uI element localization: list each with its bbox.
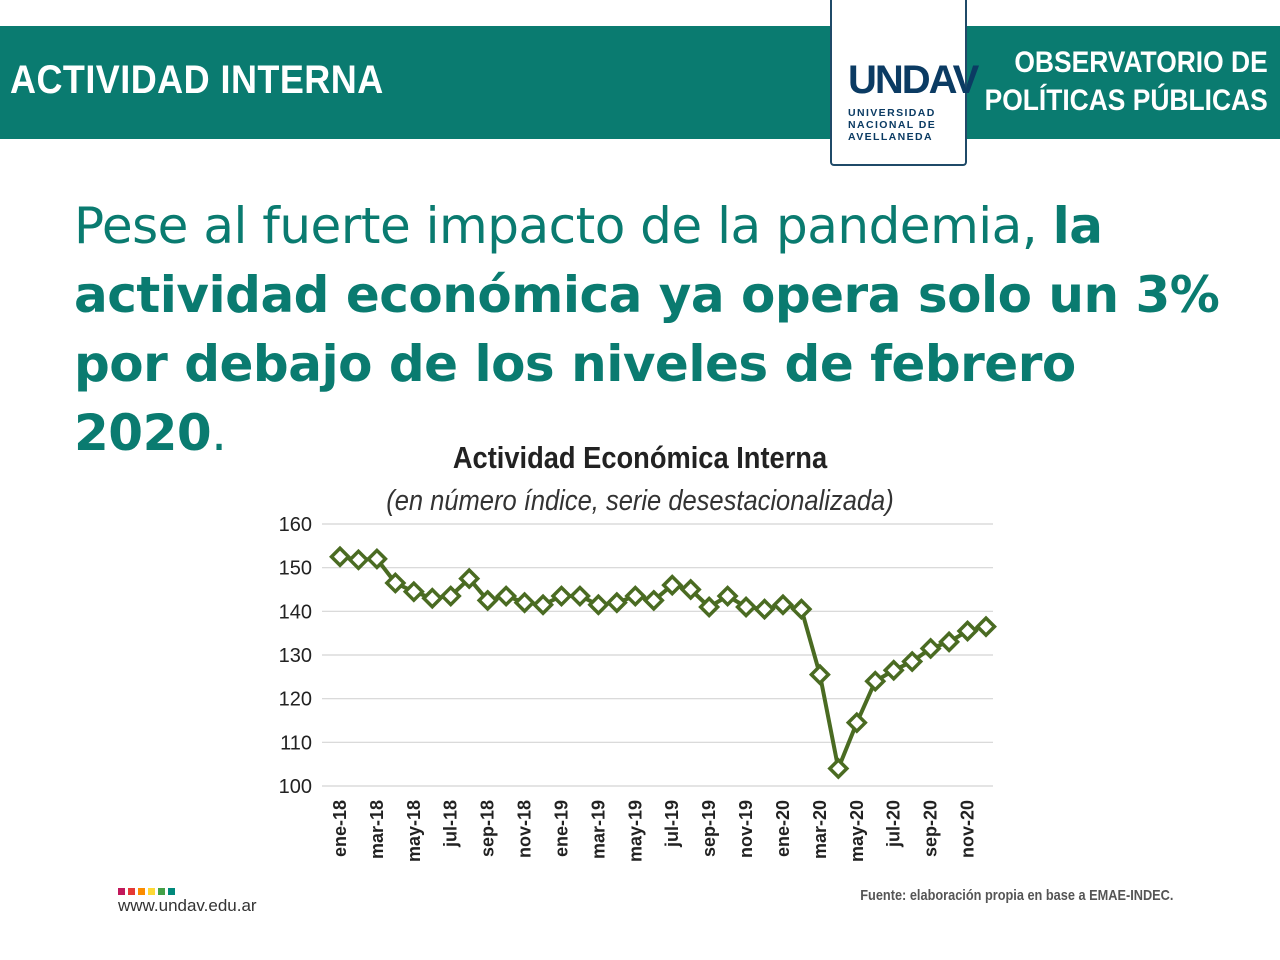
- x-tick-label: may-19: [625, 800, 645, 862]
- data-point-marker: [975, 615, 997, 638]
- data-point-marker: [550, 585, 573, 608]
- x-tick-label: sep-18: [478, 800, 498, 857]
- data-point-marker: [845, 711, 868, 734]
- data-point-marker: [495, 585, 518, 608]
- series-line-path: [339, 554, 987, 771]
- logo-subtitle: UNIVERSIDAD NACIONAL DE AVELLANEDA: [848, 107, 952, 143]
- x-tick-label: nov-20: [958, 800, 978, 858]
- y-tick-label: 110: [280, 732, 312, 754]
- undav-logo: UNDAV UNIVERSIDAD NACIONAL DE AVELLANEDA: [830, 0, 979, 166]
- data-point-marker: [864, 670, 887, 693]
- x-axis-ticks: ene-18 mar-18 may-18 jul-18 sep-18 nov-18 ene-…: [330, 800, 978, 862]
- data-point-marker: [753, 598, 776, 621]
- observatory-label: OBSERVATORIO DE POLÍTICAS PÚBLICAS: [985, 44, 1268, 120]
- x-tick-label: sep-20: [921, 800, 941, 857]
- data-point-marker: [808, 663, 831, 686]
- x-tick-label: ene-20: [773, 800, 793, 857]
- data-point-marker: [458, 567, 481, 590]
- x-tick-label: may-18: [404, 800, 424, 862]
- data-point-marker: [938, 630, 961, 653]
- data-point-marker: [365, 547, 388, 570]
- x-tick-label: jul-18: [441, 800, 461, 848]
- data-point-marker: [624, 585, 647, 608]
- brand-color-dots: [118, 882, 178, 900]
- series-line: [339, 554, 987, 771]
- headline-intro: Pese al fuerte impacto de la pandemia,: [74, 197, 1053, 255]
- headline-period: .: [211, 404, 227, 462]
- x-tick-label: mar-18: [367, 800, 387, 859]
- data-point-marker: [919, 637, 942, 660]
- source-note: Fuente: elaboración propia en base a EMA…: [859, 887, 1173, 904]
- data-point-marker: [771, 593, 794, 616]
- brand-dot: [128, 888, 135, 895]
- observatory-line-2: POLÍTICAS PÚBLICAS: [984, 84, 1268, 117]
- chart-subtitle: (en número índice, serie desestacionaliz…: [386, 483, 894, 516]
- header-band: [0, 26, 1280, 139]
- data-point-marker: [421, 587, 444, 610]
- data-point-marker: [882, 659, 905, 682]
- logo-subtitle-line-1: UNIVERSIDAD: [848, 107, 936, 119]
- data-point-marker: [698, 595, 721, 618]
- y-tick-label: 100: [279, 776, 312, 798]
- x-tick-label: nov-18: [515, 800, 535, 858]
- x-tick-label: mar-19: [588, 800, 608, 859]
- section-title: ACTIVIDAD INTERNA: [10, 58, 384, 102]
- x-tick-label: sep-19: [699, 800, 719, 857]
- headline-emphasis: la actividad económica ya opera solo un …: [74, 197, 1220, 462]
- y-axis-ticks: 100 110 120 130 140 150 160: [279, 514, 312, 798]
- data-point-marker: [827, 757, 850, 780]
- y-tick-label: 130: [279, 645, 312, 667]
- headline: Pese al fuerte impacto de la pandemia, l…: [74, 192, 1244, 468]
- x-tick-label: jul-19: [662, 800, 682, 848]
- brand-dot: [118, 888, 125, 895]
- data-point-marker: [513, 591, 536, 614]
- data-point-marker: [476, 589, 499, 612]
- website-link[interactable]: www.undav.edu.ar: [118, 896, 257, 915]
- data-point-marker: [329, 545, 351, 568]
- data-point-marker: [402, 580, 425, 603]
- data-point-marker: [347, 548, 370, 571]
- x-tick-label: ene-19: [551, 800, 571, 857]
- brand-dot: [138, 888, 145, 895]
- data-point-marker: [439, 585, 462, 608]
- data-point-marker: [901, 650, 924, 673]
- x-tick-label: nov-19: [736, 800, 756, 858]
- data-point-marker: [642, 589, 665, 612]
- brand-dot: [158, 888, 165, 895]
- x-tick-label: may-20: [847, 800, 867, 862]
- y-tick-label: 140: [279, 601, 312, 623]
- data-point-marker: [384, 571, 407, 594]
- x-tick-label: mar-20: [810, 800, 830, 859]
- y-tick-label: 150: [279, 558, 312, 580]
- brand-dot: [168, 888, 175, 895]
- brand-dot: [148, 888, 155, 895]
- data-point-marker: [605, 591, 628, 614]
- data-point-marker: [587, 593, 610, 616]
- observatory-line-1: OBSERVATORIO DE: [1014, 46, 1268, 79]
- logo-subtitle-line-3: AVELLANEDA: [848, 131, 933, 143]
- logo-subtitle-line-2: NACIONAL DE: [848, 119, 937, 131]
- data-point-marker: [661, 574, 684, 597]
- chart-title: Actividad Económica Interna: [453, 441, 828, 475]
- data-point-marker: [532, 593, 555, 616]
- data-point-marker: [679, 578, 702, 601]
- x-tick-label: jul-20: [884, 800, 904, 848]
- data-point-marker: [716, 585, 739, 608]
- grid-lines: [322, 523, 993, 787]
- data-point-marker: [956, 620, 979, 642]
- data-point-marker: [568, 585, 591, 608]
- y-tick-label: 120: [279, 689, 312, 711]
- x-tick-label: ene-18: [330, 800, 350, 857]
- data-point-marker: [790, 598, 813, 621]
- data-point-marker: [735, 595, 758, 618]
- series-markers: [329, 545, 997, 780]
- y-tick-label: 160: [279, 514, 312, 536]
